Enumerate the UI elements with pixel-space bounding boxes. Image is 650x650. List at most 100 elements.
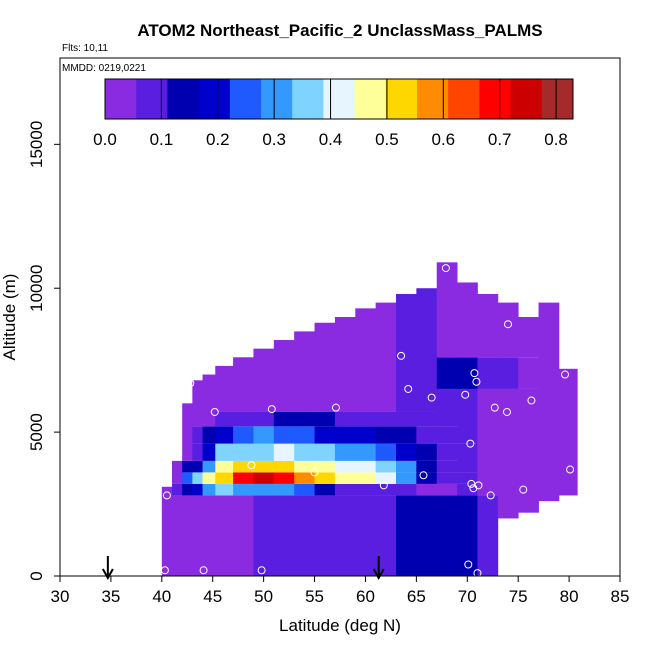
- heatmap-cell: [215, 426, 234, 444]
- heatmap-cell: [355, 426, 377, 444]
- heatmap-cell: [253, 472, 275, 484]
- heatmap-cell: [182, 472, 193, 484]
- heatmap-cell: [273, 472, 295, 484]
- heatmap-cell: [314, 443, 336, 461]
- heatmap-cell: [253, 495, 275, 576]
- marker-arrow-head: [372, 568, 385, 581]
- heatmap-cell: [355, 308, 377, 412]
- heatmap-cell: [215, 483, 234, 496]
- heatmap-cell: [375, 460, 397, 473]
- heatmap-cell: [416, 443, 438, 461]
- colorbar-tick-label: 0.0: [93, 130, 117, 149]
- sample-point: [419, 471, 428, 480]
- heatmap-cell: [477, 293, 499, 358]
- colorbar-swatch: [417, 79, 449, 119]
- heatmap-cell: [558, 368, 578, 496]
- heatmap-cell: [233, 483, 254, 496]
- heatmap-cell: [273, 411, 295, 427]
- colorbar-swatch: [105, 79, 137, 119]
- heatmap-cell: [253, 443, 275, 461]
- sample-point: [441, 264, 450, 273]
- sample-point: [199, 566, 208, 575]
- heatmap-cell: [192, 460, 203, 473]
- heatmap-cell: [233, 426, 254, 444]
- colorbar-swatch: [385, 79, 418, 119]
- colorbar-swatch: [136, 79, 168, 119]
- heatmap-cell: [215, 472, 234, 484]
- colorbar-swatch: [323, 79, 356, 119]
- heatmap-cell: [294, 411, 315, 427]
- heatmap-cell: [314, 495, 336, 576]
- heatmap-cell: [416, 483, 438, 496]
- heatmap-cell: [192, 426, 203, 444]
- heatmap-cell: [375, 302, 397, 412]
- y-tick-label: 15000: [27, 121, 46, 168]
- heatmap-cell: [477, 495, 499, 576]
- colorbar-swatch: [541, 79, 574, 119]
- heatmap-cell: [375, 483, 397, 496]
- colorbar-swatch: [354, 79, 387, 119]
- heatmap-cell: [314, 472, 336, 484]
- heatmap-cell: [457, 282, 478, 358]
- heatmap-cell: [436, 460, 458, 473]
- y-tick-label: 5000: [27, 413, 46, 451]
- heatmap-cell: [436, 443, 458, 461]
- sample-point: [550, 294, 559, 303]
- heatmap-cell: [416, 288, 438, 412]
- heatmap-cell: [355, 411, 377, 427]
- heatmap-cell: [314, 426, 336, 444]
- x-axis: 30 35 40 45 50 55 60 65 70 75 80 85: [51, 576, 630, 606]
- heatmap-cell: [273, 426, 295, 444]
- sample-point: [472, 377, 481, 386]
- heatmap-cell: [497, 388, 519, 519]
- heatmap-cell: [172, 483, 183, 496]
- heatmap-cell: [396, 460, 417, 473]
- heatmap-cell: [477, 388, 499, 496]
- sample-points: [160, 264, 575, 578]
- sample-point: [160, 566, 169, 575]
- heatmap-cell: [334, 411, 356, 427]
- x-tick-label: 85: [611, 587, 630, 606]
- colorbar-tick-label: 0.2: [206, 130, 230, 149]
- sample-point: [502, 407, 511, 416]
- heatmap-cell: [334, 443, 356, 461]
- heatmap-cell: [192, 380, 203, 427]
- sample-point: [461, 390, 470, 399]
- sample-point: [466, 439, 475, 448]
- x-axis-label: Latitude (deg N): [279, 616, 401, 635]
- heatmap-cell: [334, 483, 356, 496]
- x-tick-label: 65: [407, 587, 426, 606]
- colorbar-tick-label: 0.1: [150, 130, 174, 149]
- heatmap-cell: [457, 483, 478, 496]
- heatmap-cell: [457, 472, 478, 484]
- colorbar-swatch: [510, 79, 543, 119]
- heatmap-cell: [294, 443, 315, 461]
- heatmap-cell: [355, 443, 377, 461]
- heatmap-cell: [436, 495, 458, 576]
- heatmap-cell: [233, 411, 254, 427]
- sample-point: [486, 491, 495, 500]
- heatmap-cell: [202, 460, 216, 473]
- sample-point: [257, 566, 266, 575]
- heatmap-cell: [294, 472, 315, 484]
- colorbar-tick-label: 0.3: [262, 130, 286, 149]
- heatmap-cell: [294, 483, 315, 496]
- x-tick-label: 70: [458, 587, 477, 606]
- marker-arrow-head: [101, 568, 114, 581]
- heatmap-cell: [436, 483, 458, 496]
- colorbar-swatch: [229, 79, 262, 119]
- sample-point: [210, 407, 219, 416]
- sample-point: [519, 485, 528, 494]
- colorbar-tick-label: 0.7: [488, 130, 512, 149]
- heatmap-cell: [518, 317, 539, 358]
- heatmap-cell: [192, 495, 203, 576]
- colorbar-tick-label: 0.8: [544, 130, 568, 149]
- heatmap-cell: [215, 460, 234, 473]
- heatmap-cell: [436, 262, 458, 358]
- heatmap-cell: [314, 322, 336, 412]
- heatmap-cell: [182, 495, 193, 576]
- heatmap-cell: [273, 443, 295, 461]
- heatmap-cell: [538, 302, 560, 502]
- colorbar-swatch: [261, 79, 293, 119]
